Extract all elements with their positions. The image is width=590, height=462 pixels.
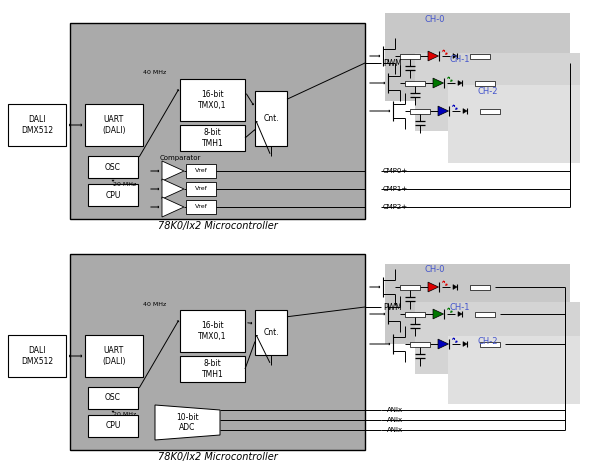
Text: CH-2: CH-2	[478, 338, 498, 346]
Text: CH-0: CH-0	[425, 266, 445, 274]
Polygon shape	[162, 197, 184, 217]
Text: CPU: CPU	[105, 421, 121, 431]
Text: 16-bit
TMX0,1: 16-bit TMX0,1	[198, 321, 227, 340]
Bar	[470, 285, 490, 290]
Text: 40 MHz: 40 MHz	[143, 302, 166, 306]
Text: PWM: PWM	[383, 59, 402, 67]
Polygon shape	[162, 161, 184, 181]
Text: Vref: Vref	[195, 187, 207, 192]
Bar	[85, 104, 143, 146]
Text: Vref: Vref	[195, 169, 207, 174]
Bar	[88, 387, 138, 409]
Text: CH-0: CH-0	[425, 14, 445, 24]
Bar	[448, 85, 580, 163]
Bar	[186, 182, 216, 196]
Polygon shape	[458, 80, 462, 85]
Text: 8-bit
TMH1: 8-bit TMH1	[202, 128, 224, 148]
Bar	[400, 54, 420, 59]
Text: CH-1: CH-1	[450, 303, 470, 311]
Polygon shape	[155, 405, 220, 440]
Text: 8-bit
TMH1: 8-bit TMH1	[202, 359, 224, 379]
Polygon shape	[438, 339, 448, 349]
Text: CMP1+: CMP1+	[383, 186, 408, 192]
Text: 16-bit
TMX0,1: 16-bit TMX0,1	[198, 90, 227, 109]
Polygon shape	[453, 285, 457, 289]
Text: DALI
DMX512: DALI DMX512	[21, 346, 53, 366]
Bar	[415, 302, 580, 374]
Bar	[405, 80, 425, 85]
Polygon shape	[458, 311, 462, 316]
Polygon shape	[433, 309, 444, 319]
Polygon shape	[433, 78, 444, 88]
Bar	[255, 310, 287, 355]
Bar	[410, 109, 430, 114]
Text: UART
(DALI): UART (DALI)	[102, 346, 126, 366]
Bar	[70, 254, 365, 450]
Text: Vref: Vref	[195, 205, 207, 209]
Bar	[85, 335, 143, 377]
Text: Cnt.: Cnt.	[263, 328, 279, 337]
Bar	[186, 164, 216, 178]
Bar	[180, 79, 245, 121]
Polygon shape	[162, 179, 184, 199]
Text: PWM: PWM	[383, 303, 402, 311]
Text: Cnt.: Cnt.	[263, 114, 279, 123]
Bar	[8, 104, 66, 146]
Bar	[88, 156, 138, 178]
Bar	[470, 54, 490, 59]
Bar	[400, 285, 420, 290]
Text: CMP2+: CMP2+	[383, 204, 408, 210]
Text: 10-bit
ADC: 10-bit ADC	[176, 413, 199, 432]
Bar	[410, 341, 430, 346]
Bar	[480, 341, 500, 346]
Polygon shape	[428, 51, 438, 61]
Bar	[448, 336, 580, 404]
Text: OSC: OSC	[105, 163, 121, 171]
Bar	[180, 356, 245, 382]
Polygon shape	[453, 54, 457, 58]
Bar	[385, 264, 570, 344]
Bar	[475, 311, 495, 316]
Bar	[405, 311, 425, 316]
Text: CMP0+: CMP0+	[383, 168, 408, 174]
Bar	[255, 91, 287, 146]
Bar	[180, 310, 245, 352]
Bar	[8, 335, 66, 377]
Bar	[475, 80, 495, 85]
Text: 78K0/Ix2 Microcontroller: 78K0/Ix2 Microcontroller	[158, 221, 277, 231]
Text: 40 MHz: 40 MHz	[143, 71, 166, 75]
Text: ANIx: ANIx	[387, 417, 403, 423]
Text: 20 MHz: 20 MHz	[113, 413, 137, 418]
Bar	[415, 53, 580, 131]
Bar	[70, 23, 365, 219]
Bar	[180, 125, 245, 151]
Text: CPU: CPU	[105, 190, 121, 200]
Text: CH-2: CH-2	[478, 86, 498, 96]
Polygon shape	[438, 106, 448, 116]
Text: ANIx: ANIx	[387, 427, 403, 433]
Polygon shape	[463, 109, 467, 113]
Text: 78K0/Ix2 Microcontroller: 78K0/Ix2 Microcontroller	[158, 452, 277, 462]
Bar	[480, 109, 500, 114]
Text: UART
(DALI): UART (DALI)	[102, 116, 126, 135]
Polygon shape	[428, 282, 438, 292]
Text: OSC: OSC	[105, 394, 121, 402]
Bar	[88, 184, 138, 206]
Bar	[88, 415, 138, 437]
Text: 20 MHz: 20 MHz	[113, 182, 137, 187]
Text: ANIx: ANIx	[387, 407, 403, 413]
Polygon shape	[463, 341, 467, 346]
Bar	[186, 200, 216, 214]
Text: Comparator: Comparator	[160, 155, 201, 161]
Bar	[385, 13, 570, 101]
Text: CH-1: CH-1	[450, 55, 470, 63]
Text: DALI
DMX512: DALI DMX512	[21, 116, 53, 135]
